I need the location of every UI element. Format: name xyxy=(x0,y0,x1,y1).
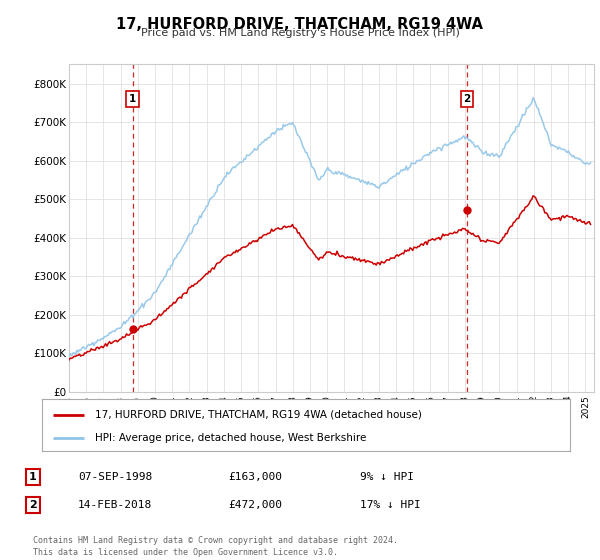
Text: HPI: Average price, detached house, West Berkshire: HPI: Average price, detached house, West… xyxy=(95,433,366,443)
Text: 9% ↓ HPI: 9% ↓ HPI xyxy=(360,472,414,482)
Text: 17, HURFORD DRIVE, THATCHAM, RG19 4WA: 17, HURFORD DRIVE, THATCHAM, RG19 4WA xyxy=(116,17,484,32)
Text: £472,000: £472,000 xyxy=(228,500,282,510)
Text: 17% ↓ HPI: 17% ↓ HPI xyxy=(360,500,421,510)
Text: 07-SEP-1998: 07-SEP-1998 xyxy=(78,472,152,482)
Text: £163,000: £163,000 xyxy=(228,472,282,482)
Text: 1: 1 xyxy=(129,94,136,104)
Text: 14-FEB-2018: 14-FEB-2018 xyxy=(78,500,152,510)
Text: Price paid vs. HM Land Registry's House Price Index (HPI): Price paid vs. HM Land Registry's House … xyxy=(140,28,460,38)
Text: Contains HM Land Registry data © Crown copyright and database right 2024.
This d: Contains HM Land Registry data © Crown c… xyxy=(33,536,398,557)
Text: 2: 2 xyxy=(29,500,37,510)
Text: 2: 2 xyxy=(463,94,470,104)
Text: 17, HURFORD DRIVE, THATCHAM, RG19 4WA (detached house): 17, HURFORD DRIVE, THATCHAM, RG19 4WA (d… xyxy=(95,410,422,420)
Text: 1: 1 xyxy=(29,472,37,482)
